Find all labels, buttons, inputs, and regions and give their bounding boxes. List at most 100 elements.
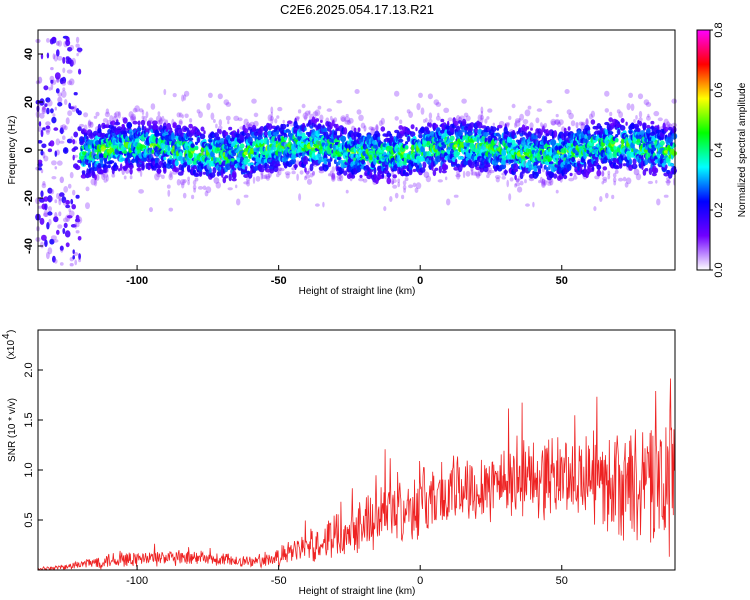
spectrogram-cell	[176, 112, 181, 118]
spectrogram-cell	[259, 125, 265, 132]
spectrogram-cell	[54, 212, 58, 219]
spectrogram-cell	[469, 122, 475, 128]
spectrogram-cell	[74, 222, 78, 229]
snr-x-axis-label: Height of straight line (km)	[299, 586, 416, 597]
spectrogram-cell	[497, 124, 503, 129]
spectrogram-cell	[80, 138, 83, 142]
spectrogram-cell	[470, 167, 474, 172]
spectrogram-cell	[608, 131, 614, 135]
spectrogram-cell	[359, 174, 363, 179]
spectrogram-cell	[66, 69, 73, 74]
spectrogram-cell	[213, 132, 220, 138]
spectrogram-cell	[595, 156, 599, 164]
spectrogram-cell	[572, 175, 578, 180]
spectrogram-cell	[373, 173, 377, 178]
spectrogram-cell	[45, 129, 50, 135]
spectrogram-cell	[607, 170, 611, 176]
spectrogram-cell	[68, 78, 75, 86]
spectrogram-cell	[72, 139, 76, 145]
spectrogram-cell	[514, 118, 521, 124]
spectrogram-cell	[261, 174, 267, 179]
spectrogram-cell	[260, 173, 264, 180]
spectrogram-cell	[344, 119, 351, 125]
spectrogram-cell	[172, 121, 177, 129]
spectrogram-cell	[663, 118, 669, 126]
spectrogram-cell	[628, 92, 633, 99]
spectrogram-cell	[570, 120, 576, 127]
spectrogram-cell	[114, 121, 121, 126]
spectrogram-cell	[551, 120, 556, 126]
spectrogram-cell	[61, 124, 67, 130]
spectrogram-cell	[645, 102, 652, 107]
spectrogram-cell	[56, 49, 60, 57]
spectrogram-cell	[465, 115, 471, 122]
spectrogram-cell	[487, 108, 493, 113]
spectrogram-cell	[188, 158, 193, 165]
spectrogram-cell	[57, 96, 63, 103]
spectrogram-cell	[183, 90, 190, 97]
spectrogram-cell	[646, 128, 651, 134]
spectrogram-cell	[49, 75, 55, 82]
spectrogram-cell	[194, 141, 199, 145]
spectrogram-cell	[460, 156, 464, 160]
spectrogram-cell	[515, 178, 520, 183]
spectrogram-cell	[480, 106, 484, 114]
spectrogram-cell	[62, 227, 66, 235]
spectrogram-cell	[71, 57, 76, 66]
spectrogram-cell	[46, 38, 50, 43]
spectrogram-cell	[103, 178, 108, 183]
spectrogram-cell	[66, 215, 73, 219]
spectrogram-cell	[213, 177, 220, 184]
spectrogram-cell	[49, 188, 55, 195]
spectrogram-cell	[333, 117, 338, 123]
snr-multiplier-close: )	[6, 330, 17, 333]
spectrogram-cell	[85, 186, 90, 192]
spectrogram-cell	[65, 199, 70, 205]
spectrogram-cell	[509, 177, 514, 182]
spectrogram-cell	[345, 189, 349, 194]
spectrogram-cell	[53, 54, 58, 62]
spectrogram-panel: -100 -50 0 50 -40 -20 0 20 40 Height of straigh…	[7, 29, 678, 297]
spectrogram-cell	[511, 103, 516, 109]
spectrogram-cell	[432, 169, 437, 177]
spectrogram-cell	[70, 198, 74, 205]
spectrogram-cell	[453, 120, 459, 126]
spectrogram-cell	[638, 120, 643, 127]
spectrogram-cell	[208, 139, 213, 143]
spectrogram-cell	[636, 128, 641, 132]
spectrogram-cell	[151, 149, 155, 155]
spectrogram-cell	[514, 122, 518, 129]
spectrogram-cell	[206, 103, 211, 111]
spectrogram-cell	[40, 129, 44, 138]
spectrogram-cell	[49, 140, 55, 147]
spectrogram-cell	[558, 119, 564, 125]
spectrogram-cell	[665, 164, 668, 169]
spectrogram-cell	[51, 160, 57, 166]
spectrogram-cell	[64, 230, 71, 238]
spectrogram-cell	[650, 149, 655, 155]
spectrogram-cell	[163, 156, 167, 161]
spectrogram-cell	[549, 178, 554, 186]
spectrogram-cell	[356, 132, 362, 138]
spectrogram-cell	[608, 152, 613, 159]
spectrogram-cell	[265, 173, 270, 179]
spectrogram-cell	[50, 67, 54, 71]
spectrogram-cell	[618, 177, 624, 182]
spectrogram-cell	[203, 130, 206, 135]
spectrogram-cell	[118, 168, 121, 172]
spectrogram-cell	[232, 151, 237, 157]
spectrogram-cell	[479, 115, 485, 120]
spectrogram-cell	[353, 127, 357, 133]
spectrogram-cell	[38, 167, 42, 171]
spectrogram-cell	[475, 173, 481, 179]
spectrogram-cell	[106, 122, 109, 127]
spectrogram-cell	[260, 138, 264, 145]
spectrogram-cell	[85, 202, 90, 210]
spectrogram-cell	[224, 131, 229, 136]
spectrogram-cell	[131, 117, 135, 121]
spectrogram-cell	[343, 127, 348, 135]
spectrogram-cell	[232, 167, 237, 171]
spectrogram-cell	[57, 92, 63, 97]
spectrogram-cell	[622, 130, 627, 134]
